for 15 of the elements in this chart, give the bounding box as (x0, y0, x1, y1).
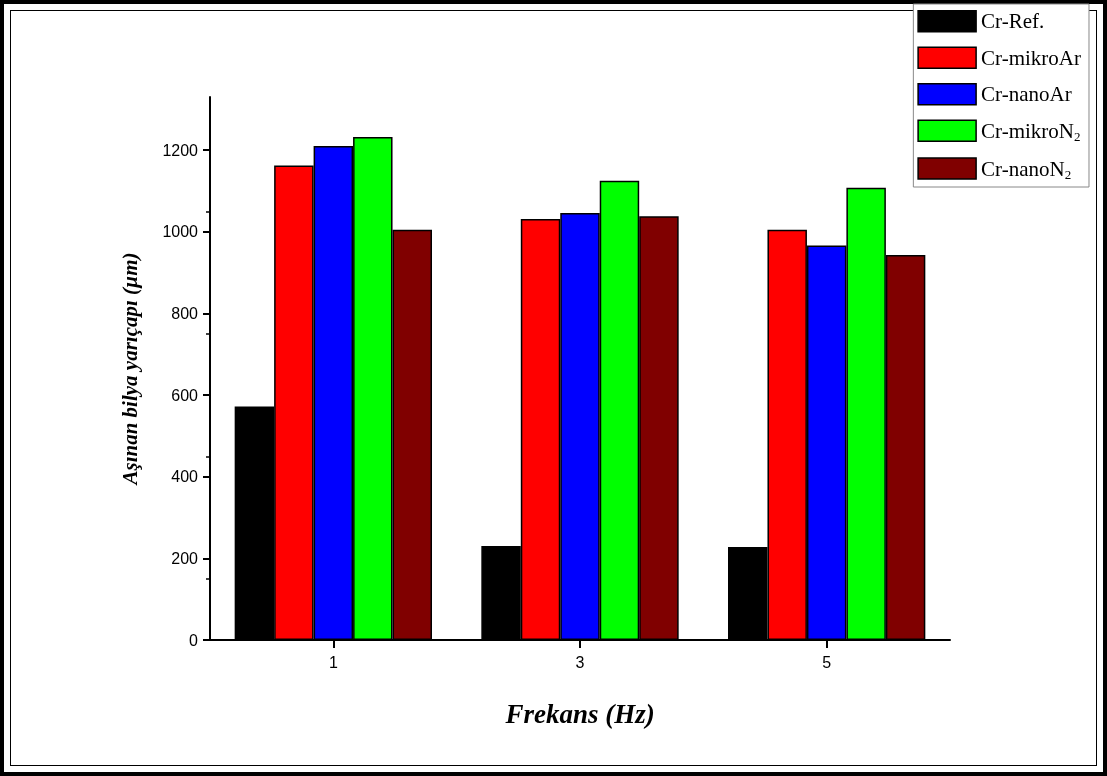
y-tick-label: 200 (171, 549, 199, 567)
x-axis-title: Frekans (Hz) (504, 698, 655, 729)
legend-label: Cr-Ref. (981, 9, 1045, 34)
legend-label: Cr-mikroAr (981, 45, 1082, 70)
y-tick-label: 0 (189, 631, 199, 649)
x-tick-label: 3 (575, 653, 585, 671)
y-tick-label: 1200 (162, 141, 199, 159)
x-tick-label: 5 (822, 653, 832, 671)
legend-label: Cr-nanoAr (981, 82, 1072, 107)
y-axis-title: Aşınan bilya yarıçapı (µm) (117, 252, 142, 487)
y-tick-label: 400 (171, 468, 199, 486)
x-tick-label: 1 (328, 653, 338, 671)
y-tick-label: 800 (171, 304, 199, 322)
y-tick-label: 600 (171, 386, 199, 404)
y-tick-label: 1000 (162, 223, 199, 241)
